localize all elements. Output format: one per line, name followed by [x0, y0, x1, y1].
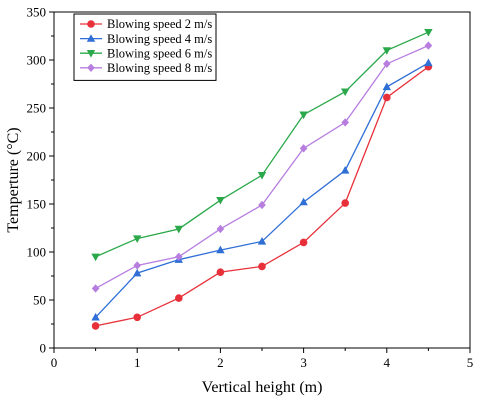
x-tick-label: 3	[300, 355, 307, 370]
data-point	[341, 88, 350, 97]
y-tick-label: 300	[27, 53, 47, 68]
legend-item: Blowing speed 6 m/s	[80, 46, 212, 60]
data-point	[133, 313, 141, 322]
legend-item: Blowing speed 8 m/s	[80, 61, 212, 75]
x-tick-label: 1	[134, 355, 141, 370]
data-point	[257, 172, 267, 180]
data-point	[257, 237, 267, 245]
y-tick-label: 200	[27, 149, 47, 164]
data-point	[174, 225, 183, 234]
data-point	[91, 284, 100, 293]
data-point	[216, 224, 225, 234]
x-tick-label: 5	[467, 355, 474, 370]
data-point	[133, 235, 142, 243]
data-point	[382, 47, 391, 55]
legend-item: Blowing speed 4 m/s	[80, 32, 212, 46]
x-tick-label: 0	[51, 355, 58, 370]
series-line	[95, 45, 429, 290]
series-layer	[91, 28, 433, 330]
series-1	[91, 62, 433, 330]
data-point	[175, 294, 183, 302]
data-point	[299, 238, 308, 247]
data-point	[91, 322, 100, 330]
series-line	[95, 62, 429, 318]
data-point	[424, 28, 433, 37]
series-3	[91, 28, 433, 262]
data-point	[424, 41, 433, 50]
legend-marker	[86, 34, 96, 42]
data-point	[383, 59, 391, 69]
y-tick-label: 150	[27, 197, 47, 212]
data-point	[91, 312, 100, 321]
series-2	[91, 58, 433, 321]
legend-box	[73, 13, 217, 81]
y-tick-label: 100	[27, 245, 47, 260]
legend-marker	[86, 50, 96, 58]
legend-label: Blowing speed 4 m/s	[107, 32, 212, 46]
data-point	[175, 252, 183, 261]
data-point	[424, 58, 433, 67]
legend-label: Blowing speed 8 m/s	[107, 61, 212, 75]
data-point	[91, 253, 100, 262]
y-tick-label: 50	[33, 293, 46, 308]
data-point	[341, 166, 350, 174]
data-point	[299, 197, 308, 206]
data-point	[341, 118, 349, 127]
x-tick-label: 4	[384, 355, 391, 370]
legend-item: Blowing speed 2 m/s	[80, 17, 212, 31]
data-point	[133, 268, 142, 277]
x-axis: 0 1 2 3 4 5	[51, 348, 474, 370]
data-point	[216, 245, 225, 254]
data-point	[383, 93, 391, 102]
legend-label: Blowing speed 6 m/s	[107, 46, 212, 60]
data-point	[299, 111, 308, 120]
legend-label: Blowing speed 2 m/s	[107, 17, 212, 31]
y-axis: 0 50 100 150 200 250 300 350	[27, 5, 54, 356]
x-axis-title: Vertical height (m)	[202, 379, 323, 396]
data-point	[133, 261, 141, 270]
x-tick-label: 2	[217, 355, 224, 370]
legend-marker	[87, 63, 95, 72]
y-tick-label: 0	[40, 341, 47, 356]
data-point	[299, 144, 308, 153]
data-point	[216, 268, 225, 276]
series-4	[91, 41, 433, 293]
data-point	[258, 200, 266, 210]
legend-marker	[87, 20, 95, 28]
y-tick-label: 250	[27, 101, 47, 116]
data-point	[258, 262, 266, 271]
y-axis-title: Temperture (°C)	[5, 127, 22, 232]
data-point	[216, 196, 225, 205]
series-line	[95, 66, 429, 327]
data-point	[382, 82, 391, 91]
y-tick-label: 350	[27, 5, 47, 20]
data-point	[341, 199, 350, 207]
